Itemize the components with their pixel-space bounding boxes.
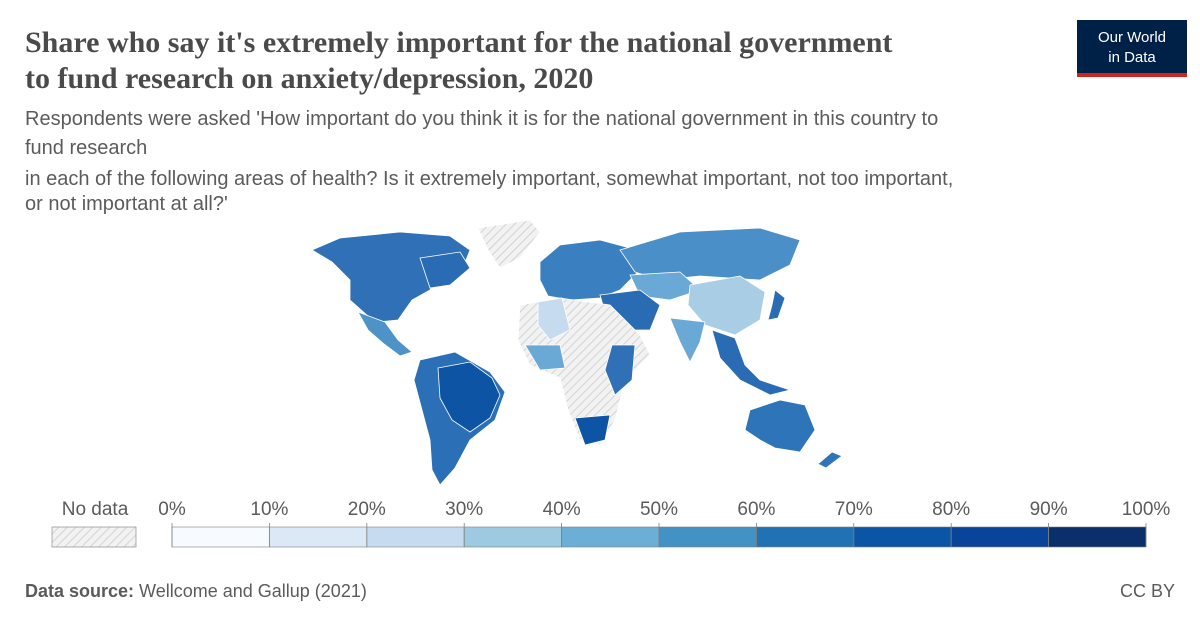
subtitle: or not important at all?' — [25, 193, 228, 215]
source: Data source: Wellcome and Gallup (2021) — [25, 581, 367, 601]
north-america — [311, 231, 471, 323]
no-data-label: No data — [62, 499, 129, 520]
new-zealand — [817, 451, 843, 469]
russia — [619, 227, 801, 281]
legend-tick-label: 0% — [158, 499, 186, 520]
source-text: Wellcome and Gallup (2021) — [139, 581, 367, 601]
logo-bar — [1077, 73, 1187, 77]
legend-bin — [366, 526, 465, 548]
logo-text: Our World — [1098, 29, 1166, 46]
legend-tick-label: 90% — [1030, 499, 1068, 520]
west-africa — [524, 344, 566, 371]
legend-bin — [853, 526, 952, 548]
legend-tick-label: 50% — [640, 499, 678, 520]
title: to fund research on anxiety/depression, … — [25, 62, 593, 95]
world-map — [311, 219, 843, 486]
southeast-asia — [711, 329, 792, 396]
logo-text: in Data — [1108, 49, 1156, 66]
legend-tick-label: 100% — [1122, 499, 1171, 520]
legend-bin — [171, 526, 270, 548]
legend-tick-label: 60% — [737, 499, 775, 520]
legend-tick-label: 30% — [445, 499, 483, 520]
europe — [539, 239, 641, 301]
mexico — [357, 311, 413, 357]
japan — [767, 289, 786, 321]
legend-bin — [463, 526, 562, 548]
legend-bin — [561, 526, 660, 548]
north-africa — [537, 297, 571, 341]
canada-east — [419, 251, 471, 289]
legend-bin — [658, 526, 757, 548]
brazil — [437, 361, 501, 433]
southern-africa — [574, 414, 611, 446]
no-data-swatch — [51, 526, 137, 548]
license[interactable]: CC BY — [1120, 581, 1175, 601]
source-label: Data source: — [25, 581, 134, 601]
australia — [744, 399, 816, 453]
legend-bin — [1048, 526, 1147, 548]
legend-bin — [269, 526, 368, 548]
india — [669, 317, 706, 363]
legend-tick-label: 10% — [250, 499, 288, 520]
subtitle: fund research — [25, 137, 147, 159]
title: Share who say it's extremely important f… — [25, 26, 892, 59]
legend-bin — [756, 526, 855, 548]
legend-bin — [950, 526, 1049, 548]
logo[interactable]: Our World in Data — [1077, 20, 1187, 77]
greenland — [477, 219, 541, 269]
subtitle: Respondents were asked 'How important do… — [25, 108, 938, 130]
logo-box — [1077, 20, 1187, 77]
east-africa — [604, 344, 636, 396]
subtitle: in each of the following areas of health… — [25, 168, 953, 190]
legend-tick-label: 70% — [835, 499, 873, 520]
legend: No data 0% 10% 20% 30% 40% 50% 60% 70% 80% 90% 100… — [51, 499, 1171, 548]
china — [687, 275, 766, 336]
legend-tick-label: 20% — [348, 499, 386, 520]
legend-tick-label: 80% — [932, 499, 970, 520]
legend-tick-label: 40% — [543, 499, 581, 520]
